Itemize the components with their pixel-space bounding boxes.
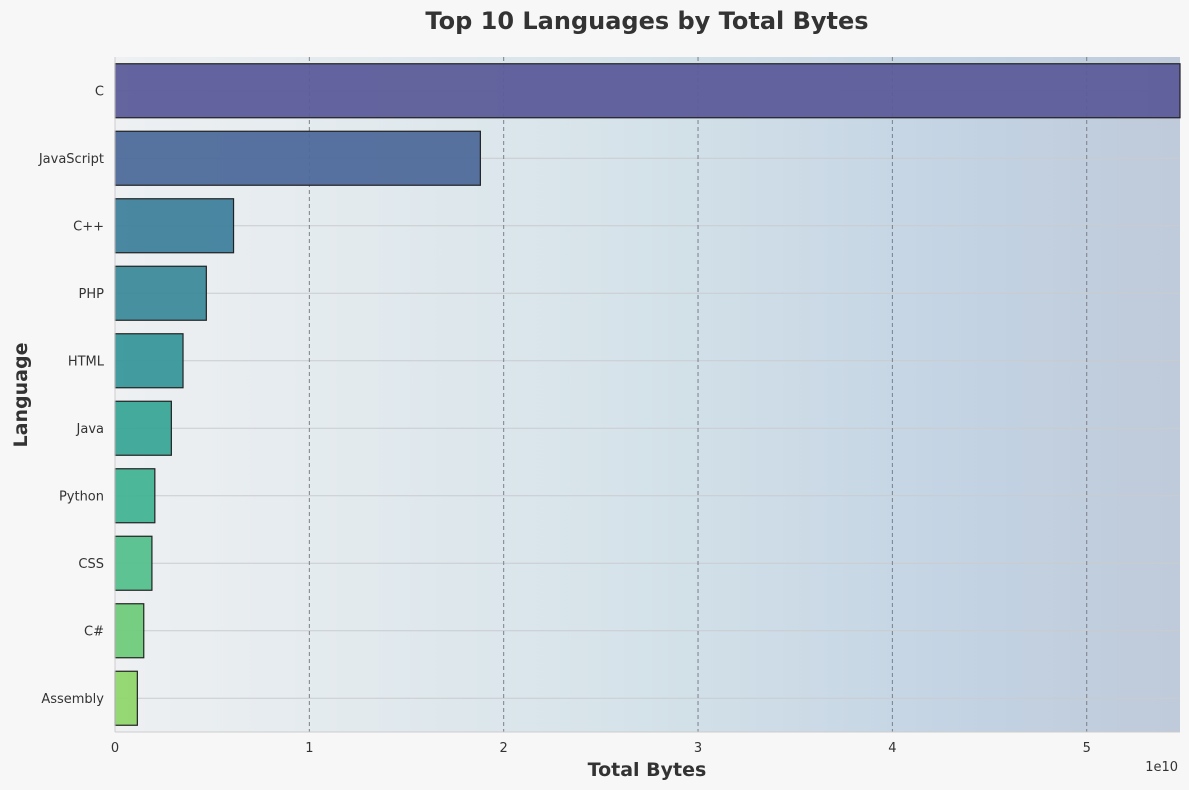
- y-tick-label: HTML: [68, 354, 105, 369]
- y-axis-label: Language: [10, 343, 32, 448]
- x-tick-label: 5: [1083, 741, 1091, 756]
- bar: [114, 603, 145, 659]
- y-tick-label: C#: [84, 624, 104, 639]
- x-tick-label: 2: [500, 741, 508, 756]
- x-axis-label: Total Bytes: [588, 759, 707, 781]
- bar: [114, 670, 138, 726]
- x-tick-label: 3: [694, 741, 702, 756]
- x-tick-label: 1: [305, 741, 313, 756]
- x-tick-label: 4: [888, 741, 896, 756]
- bar: [114, 63, 1181, 119]
- chart-title: Top 10 Languages by Total Bytes: [425, 7, 868, 35]
- bar: [114, 468, 156, 524]
- y-tick-labels: C JavaScript C++ PHP HTML Java Python CSS C# Asse…: [38, 84, 105, 707]
- y-tick-label: C++: [73, 219, 104, 234]
- bars-group: [114, 63, 1181, 726]
- y-tick-label: C: [95, 84, 104, 99]
- bar: [114, 400, 172, 456]
- y-tick-label: PHP: [79, 287, 105, 302]
- y-tick-label: Java: [76, 422, 104, 437]
- bar: [114, 535, 153, 591]
- y-tick-label: Assembly: [41, 692, 104, 707]
- x-tick-label: 0: [111, 741, 119, 756]
- x-axis-offset-label: 1e10: [1145, 760, 1178, 775]
- bar: [114, 333, 184, 389]
- y-tick-label: Python: [59, 489, 104, 504]
- x-tick-labels: 0 1 2 3 4 5: [111, 741, 1091, 756]
- bar: [114, 130, 481, 186]
- y-tick-label: JavaScript: [38, 152, 104, 167]
- bar: [114, 198, 235, 254]
- y-tick-label: CSS: [78, 557, 104, 572]
- category-gridlines: [115, 90, 1180, 699]
- bar: [114, 265, 207, 321]
